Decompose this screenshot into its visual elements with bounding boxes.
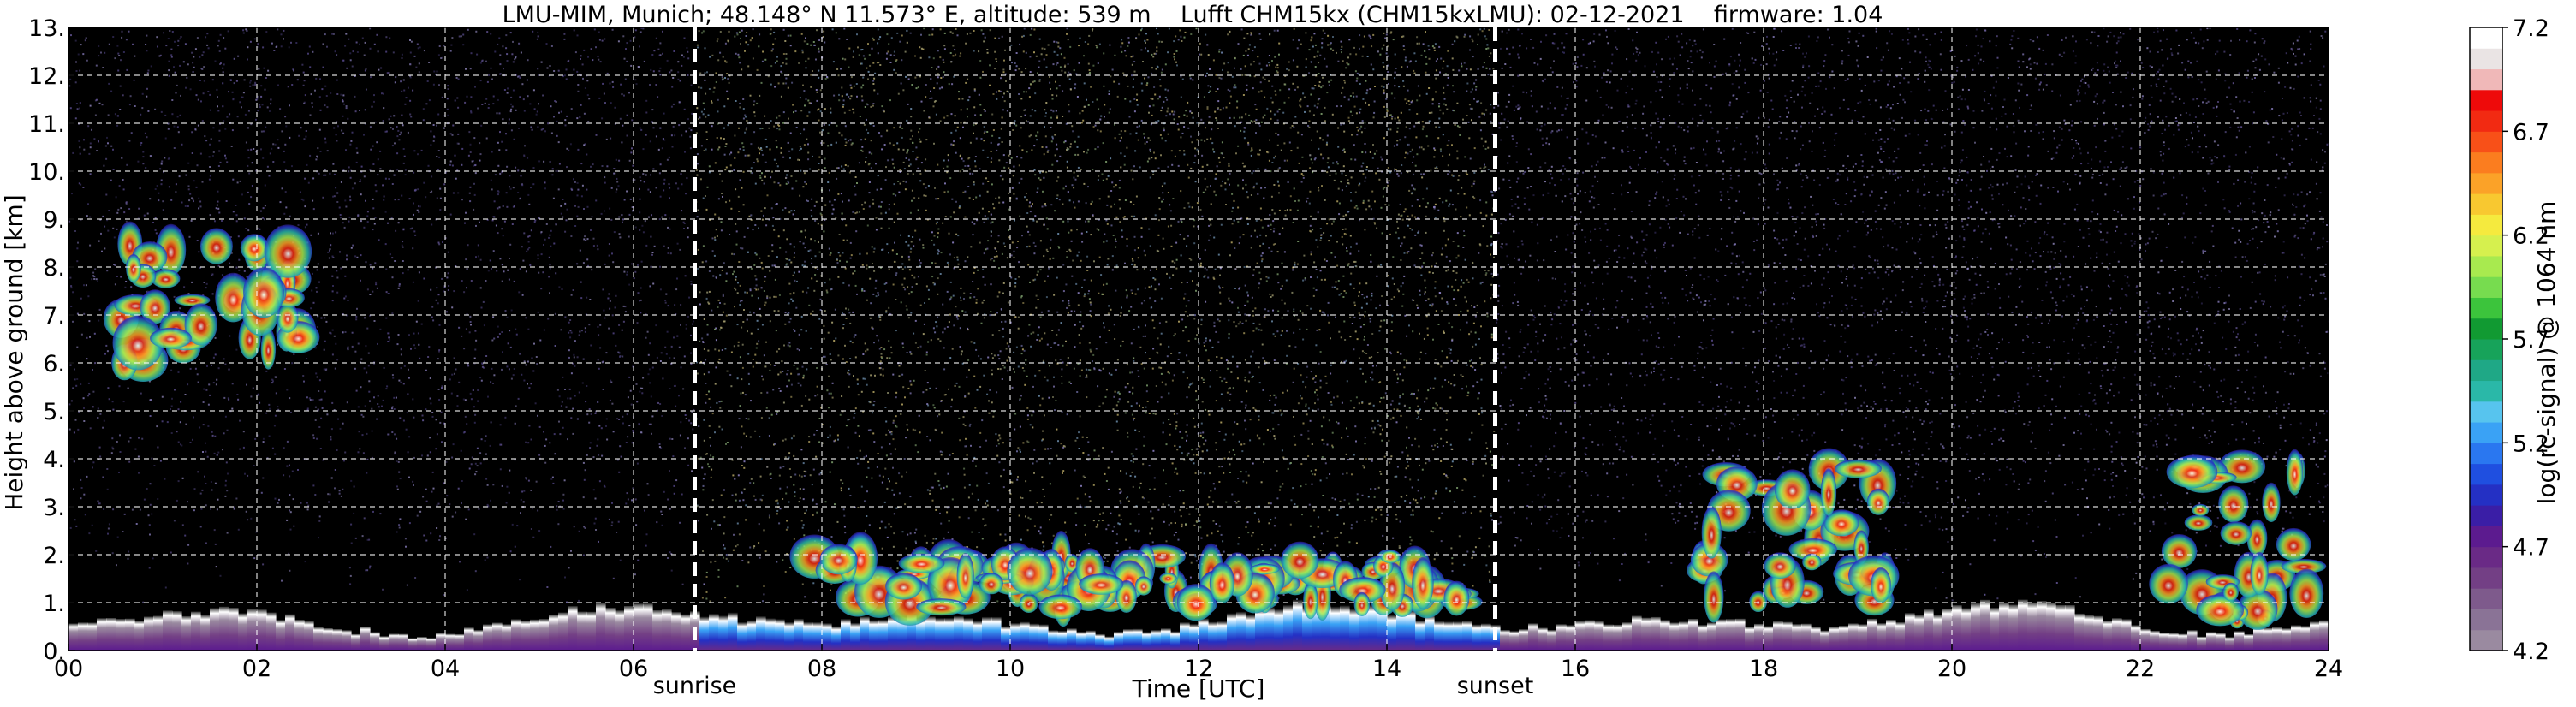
noise-layer [68, 27, 2329, 604]
x-tick-label: 02 [242, 656, 271, 682]
y-tick-label: 10. [28, 159, 65, 186]
colorbar-segment [2470, 318, 2502, 340]
y-tick-label: 13. [28, 15, 65, 42]
colorbar-tick-label: 4.7 [2513, 535, 2549, 561]
colorbar-tick-label: 4.2 [2513, 639, 2549, 665]
event-marker-label: sunset [1457, 673, 1534, 699]
y-tick-label: 3. [43, 495, 65, 521]
cloud-layers [68, 221, 2329, 651]
y-tick-label: 2. [43, 543, 65, 569]
colorbar-segment [2470, 27, 2502, 49]
colorbar-segment [2470, 297, 2502, 319]
cloud-layer [789, 531, 1483, 627]
grid-lines [68, 27, 2329, 651]
colorbar-segment [2470, 89, 2502, 111]
y-tick-label: 11. [28, 111, 65, 138]
x-axis-ticks: 00 02 04 06 08 10 12 14 16 18 20 22 24 [54, 644, 2343, 682]
event-markers: sunrise sunset [653, 27, 1534, 699]
colorbar-segment [2470, 401, 2502, 423]
y-tick-label: 6. [43, 351, 65, 377]
colorbar-segment [2470, 48, 2502, 70]
colorbar-tick-label: 5.2 [2513, 431, 2549, 457]
cloud-layer [2149, 449, 2327, 630]
y-axis-ticks: 0. 1. 2. 3. 4. 5. 6. 7. 8. 9. 10. 11. 12. 13. [28, 15, 75, 665]
colorbar-segment [2470, 359, 2502, 382]
colorbar-segment [2470, 193, 2502, 215]
colorbar-segment [2470, 131, 2502, 153]
colorbar-segment [2470, 152, 2502, 174]
x-tick-label: 06 [619, 656, 648, 682]
y-tick-label: 5. [43, 399, 65, 425]
colorbar-segment [2470, 422, 2502, 443]
colorbar-segment [2470, 172, 2502, 194]
colorbar-segment [2470, 546, 2502, 568]
y-tick-label: 7. [43, 303, 65, 330]
colorbar-segment [2470, 380, 2502, 402]
colorbar-segment [2470, 110, 2502, 132]
x-tick-label: 18 [1749, 656, 1778, 682]
colorbar-segment [2470, 629, 2502, 651]
event-marker-label: sunrise [653, 673, 737, 699]
colorbar-segment [2470, 567, 2502, 589]
y-axis-label: Height above ground [km] [0, 194, 28, 511]
x-tick-label: 14 [1372, 656, 1401, 682]
colorbar-tick-label: 6.7 [2513, 119, 2549, 146]
y-tick-label: 1. [43, 591, 65, 617]
colorbar-segment [2470, 276, 2502, 298]
x-tick-label: 04 [431, 656, 460, 682]
colorbar-segment [2470, 526, 2502, 548]
x-tick-label: 10 [996, 656, 1025, 682]
colorbar-segment [2470, 463, 2502, 485]
colorbar-tick-label: 6.2 [2513, 223, 2549, 250]
y-tick-label: 4. [43, 447, 65, 473]
x-tick-label: 12 [1184, 656, 1213, 682]
chart-title: LMU-MIM, Munich; 48.148° N 11.573° E, al… [503, 2, 1883, 28]
colorbar-segment [2470, 214, 2502, 236]
colorbar-segment [2470, 609, 2502, 631]
x-tick-label: 00 [54, 656, 83, 682]
colorbar-segment [2470, 484, 2502, 506]
colorbar-label: log(rc-signal) @ 1064 nm [2532, 201, 2561, 505]
colorbar-segment [2470, 339, 2502, 360]
x-tick-label: 20 [1937, 656, 1966, 682]
colorbar-tick-label: 7.2 [2513, 15, 2549, 42]
colorbar-segment [2470, 443, 2502, 465]
colorbar: 4.2 4.7 5.2 5.7 6.2 6.7 7.2 [2469, 15, 2549, 665]
colorbar-segment [2470, 505, 2502, 526]
colorbar-segment [2470, 68, 2502, 91]
colorbar-segment [2470, 588, 2502, 609]
y-tick-label: 8. [43, 255, 65, 282]
y-tick-label: 12. [28, 63, 65, 90]
plot-area [68, 27, 2329, 651]
y-tick-label: 9. [43, 207, 65, 234]
boundary-layer [68, 599, 2329, 651]
colorbar-tick-label: 5.7 [2513, 327, 2549, 354]
colorbar-segment [2470, 235, 2502, 257]
x-tick-label: 16 [1561, 656, 1590, 682]
x-tick-label: 22 [2126, 656, 2155, 682]
y-tick-label: 0. [43, 639, 65, 665]
colorbar-segment [2470, 255, 2502, 277]
x-tick-label: 08 [807, 656, 836, 682]
x-axis-label: Time [UTC] [1132, 674, 1265, 703]
x-tick-label: 24 [2314, 656, 2343, 682]
cloud-layer [103, 221, 320, 382]
